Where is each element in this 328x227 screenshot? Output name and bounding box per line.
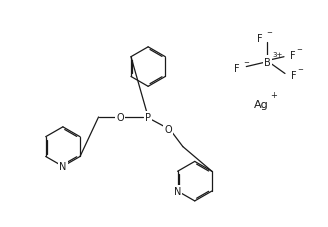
Text: F: F	[290, 50, 296, 60]
Text: O: O	[116, 112, 124, 122]
Text: +: +	[270, 91, 277, 100]
Text: F: F	[234, 63, 239, 73]
Text: −: −	[266, 30, 272, 36]
Text: Ag: Ag	[254, 100, 269, 110]
Text: P: P	[145, 112, 151, 122]
Text: B: B	[264, 57, 271, 67]
Text: O: O	[164, 124, 172, 134]
Text: N: N	[174, 186, 181, 196]
Text: F: F	[291, 71, 297, 81]
Text: F: F	[256, 34, 262, 44]
Text: −: −	[243, 59, 249, 65]
Text: N: N	[59, 162, 67, 172]
Text: 3+: 3+	[272, 52, 282, 57]
Text: −: −	[296, 47, 302, 52]
Text: −: −	[297, 67, 303, 73]
